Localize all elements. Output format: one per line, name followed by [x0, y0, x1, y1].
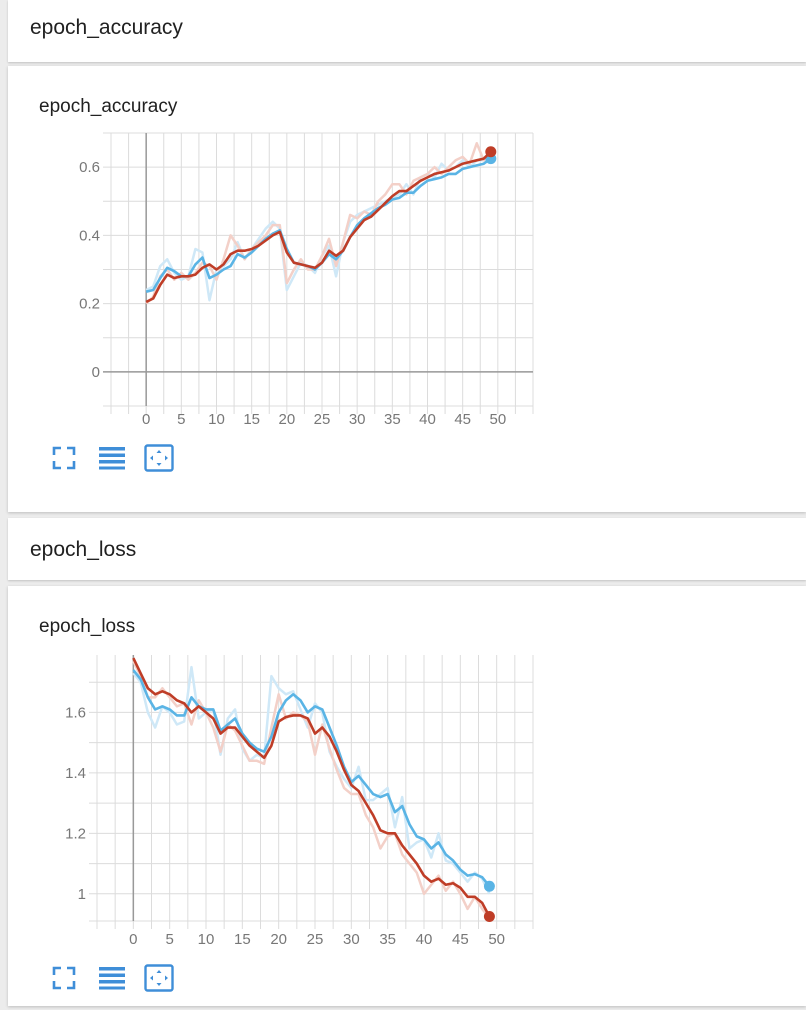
fit-domain-button[interactable] [144, 443, 174, 473]
y-tick-label: 0.4 [79, 227, 100, 244]
section-header-loss[interactable]: epoch_loss [8, 518, 806, 580]
series-raw-line [132, 660, 491, 919]
x-tick-label: 10 [198, 931, 215, 948]
x-tick-label: 30 [349, 411, 366, 428]
y-tick-label: 1.6 [65, 704, 86, 721]
x-tick-label: 0 [142, 411, 150, 428]
fullscreen-button[interactable] [49, 963, 79, 993]
fit-domain-icon [144, 964, 174, 992]
x-tick-label: 40 [416, 931, 433, 948]
toggle-log-list-button[interactable] [97, 963, 127, 993]
x-tick-label: 25 [314, 411, 331, 428]
y-tick-label: 0.2 [79, 296, 100, 313]
series-smoothed-line [145, 150, 492, 304]
toggle-log-list-button[interactable] [97, 443, 127, 473]
accuracy-chart[interactable]: 0 5 10 15 20 25 30 35 40 45 50 0 0.2 0.4 0.6 [8, 66, 806, 512]
x-tick-label: 10 [208, 411, 225, 428]
x-tick-label: 45 [454, 411, 471, 428]
x-tick-label: 25 [307, 931, 324, 948]
y-tick-label: 1.2 [65, 825, 86, 842]
section-title: epoch_loss [30, 538, 137, 561]
x-tick-label: 30 [343, 931, 360, 948]
fullscreen-icon [52, 446, 76, 470]
x-tick-label: 35 [384, 411, 401, 428]
y-tick-label: 0.6 [79, 159, 100, 176]
x-tick-label: 5 [165, 931, 173, 948]
chart-card-accuracy: epoch_accuracy 0 5 10 15 20 25 30 35 40 45 50 0 0.2 0… [8, 66, 806, 512]
x-tick-label: 35 [379, 931, 396, 948]
x-tick-label: 15 [234, 931, 251, 948]
fit-domain-icon [144, 444, 174, 472]
y-tick-label: 0 [92, 364, 100, 381]
x-tick-label: 40 [419, 411, 436, 428]
x-tick-label: 0 [129, 931, 137, 948]
fullscreen-button[interactable] [49, 443, 79, 473]
y-tick-label: 1.4 [65, 765, 86, 782]
series-end-point[interactable] [483, 910, 495, 922]
x-tick-label: 15 [243, 411, 260, 428]
list-icon [99, 447, 125, 470]
x-tick-label: 20 [278, 411, 295, 428]
card-title: epoch_accuracy [39, 96, 178, 117]
series-end-point[interactable] [485, 146, 497, 158]
x-tick-label: 50 [488, 931, 505, 948]
series-end-point[interactable] [483, 880, 495, 892]
series-raw-line [132, 665, 491, 895]
y-tick-label: 1 [78, 886, 86, 903]
card-title: epoch_loss [39, 616, 136, 637]
x-tick-label: 50 [489, 411, 506, 428]
section-header-accuracy[interactable]: epoch_accuracy [8, 0, 806, 62]
loss-chart[interactable]: 0 5 10 15 20 25 30 35 40 45 50 1 1.2 1.4 1.6 [8, 586, 806, 1006]
section-title: epoch_accuracy [30, 16, 183, 39]
fullscreen-icon [52, 966, 76, 990]
series-smoothed-line [132, 669, 491, 888]
fit-domain-button[interactable] [144, 963, 174, 993]
chart-card-loss: epoch_loss 0 5 10 15 20 25 30 35 40 45 50 1 1.2 1.4 1.… [8, 586, 806, 1006]
x-tick-label: 5 [177, 411, 185, 428]
x-tick-label: 20 [270, 931, 287, 948]
list-icon [99, 967, 125, 990]
x-tick-label: 45 [452, 931, 469, 948]
series-smoothed-line [132, 657, 491, 918]
